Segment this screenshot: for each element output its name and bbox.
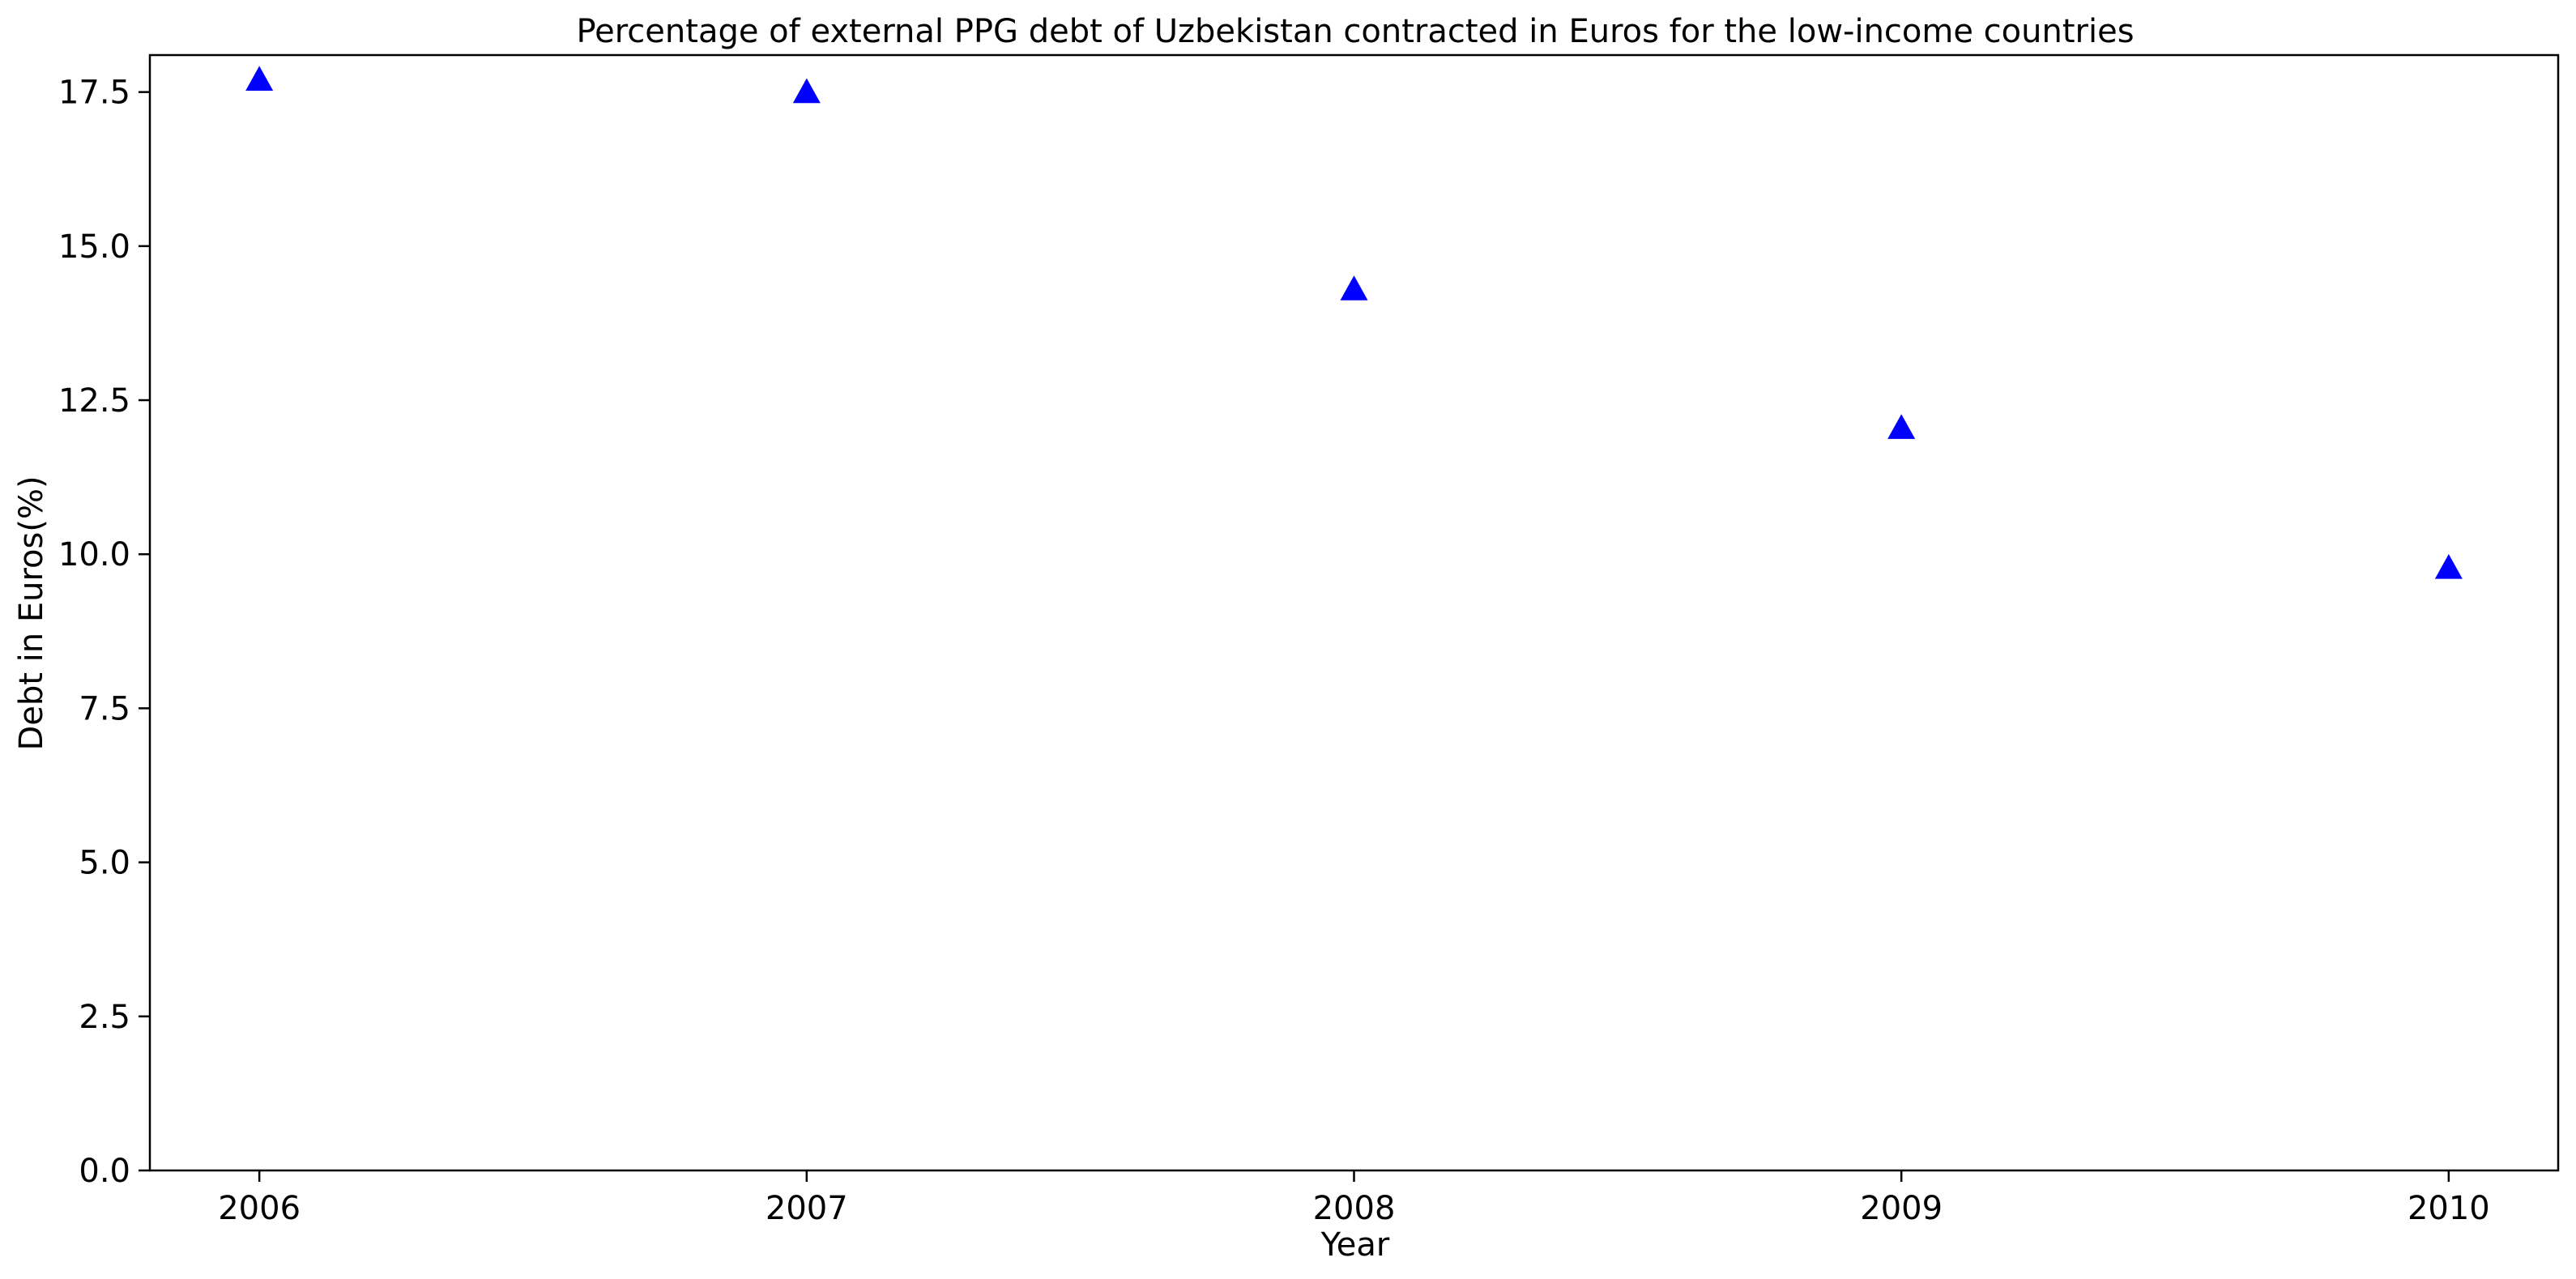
y-axis-label: Debt in Euros(%) <box>13 475 50 750</box>
y-tick-label: 12.5 <box>58 382 130 420</box>
data-point-triangle <box>792 78 821 104</box>
plot-frame <box>148 53 2560 1172</box>
y-tick-label: 10.0 <box>58 536 130 573</box>
x-tick-label: 2010 <box>2408 1190 2490 1227</box>
y-tick-label: 7.5 <box>79 690 130 727</box>
y-axis-ticks: 0.0 2.5 5.0 7.5 10.0 12.5 15.0 17.5 <box>58 75 150 1190</box>
data-point-triangle <box>245 66 274 92</box>
y-tick-label: 5.0 <box>79 845 130 882</box>
y-tick-label: 17.5 <box>58 75 130 112</box>
chart-title: Percentage of external PPG debt of Uzbek… <box>576 13 2134 50</box>
x-axis-ticks: 2006 2007 2008 2009 2010 <box>218 1170 2490 1227</box>
y-tick-label: 0.0 <box>79 1153 130 1190</box>
data-point-triangle <box>2434 553 2463 579</box>
y-tick-label: 15.0 <box>58 228 130 266</box>
data-point-triangle <box>1340 275 1368 301</box>
data-point-triangle <box>1887 414 1916 439</box>
data-points <box>245 66 2463 579</box>
y-tick-label: 2.5 <box>79 999 130 1036</box>
x-tick-label: 2008 <box>1313 1190 1396 1227</box>
x-axis-label: Year <box>1320 1226 1390 1264</box>
x-tick-label: 2006 <box>218 1190 301 1227</box>
x-tick-label: 2007 <box>766 1190 848 1227</box>
x-tick-label: 2009 <box>1860 1190 1943 1227</box>
